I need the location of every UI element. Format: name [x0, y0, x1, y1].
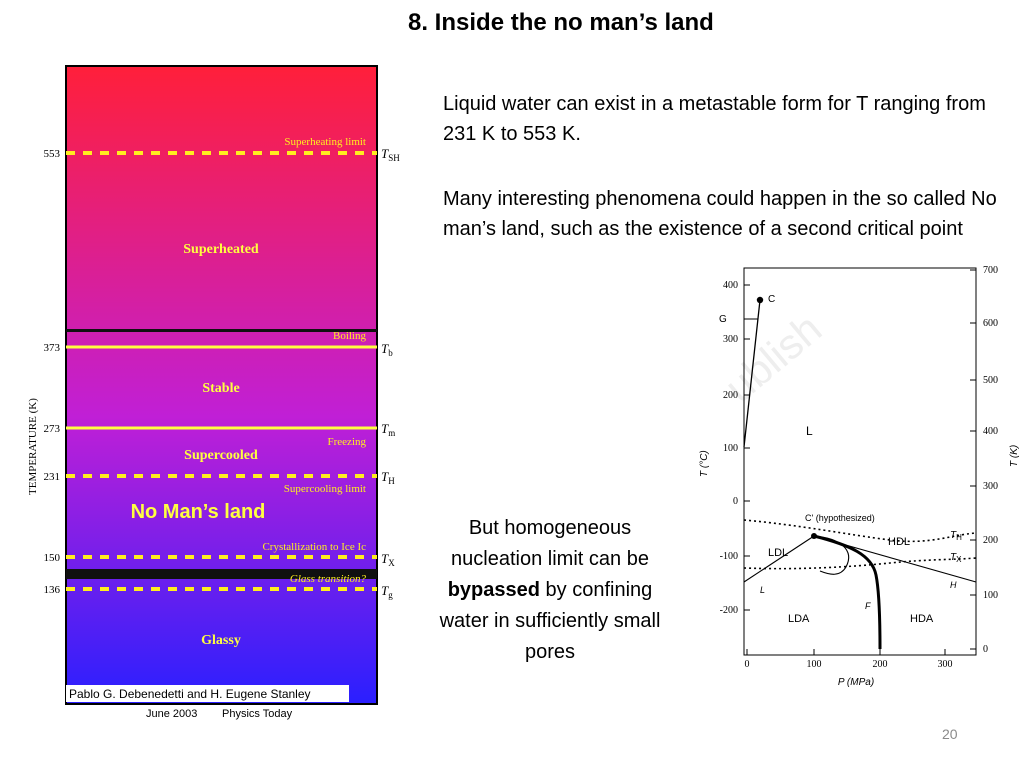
credit-authors: Pablo G. Debenedetti and H. Eugene Stanl… [69, 687, 311, 701]
liquid-vapor-line [743, 299, 761, 448]
symbol-tsh: TSH [381, 146, 400, 163]
tick-k-400: 400 [983, 426, 998, 437]
freezing-label: Freezing [328, 436, 367, 448]
tick-p-300: 300 [938, 659, 953, 670]
tick-553: 553 [44, 148, 61, 160]
tick-c-0: 0 [733, 496, 738, 507]
tick-c-minus100: -100 [720, 551, 738, 562]
tick-k-200: 200 [983, 535, 998, 546]
critical-point-c [756, 296, 764, 304]
region-supercooled: Supercooled [184, 448, 258, 463]
bypass-text-before: But homogeneous nucleation limit can be [451, 517, 649, 570]
left-axis-ticks: 400 300 200 100 0 -100 -200 [720, 280, 750, 616]
tick-c-400: 400 [723, 280, 738, 291]
tick-p-100: 100 [807, 659, 822, 670]
region-glassy: Glassy [201, 633, 241, 648]
bypass-text-after: by confining water in sufficiently small… [439, 579, 661, 663]
page-number: 20 [942, 726, 958, 742]
temperature-column [65, 65, 378, 705]
curve-f [813, 534, 882, 650]
no-mans-land-label: No Man’s land [131, 501, 266, 523]
right-axis-label: T (K) [1009, 445, 1020, 467]
point-c-label: C [768, 294, 775, 305]
tick-p-200: 200 [873, 659, 888, 670]
boiling-label: Boiling [333, 330, 367, 342]
tick-c-200: 200 [723, 390, 738, 401]
bypass-note: But homogeneous nucleation limit can be … [435, 513, 665, 668]
tick-k-0: 0 [983, 644, 988, 655]
region-ldl: LDL [768, 547, 788, 559]
temperature-domains-diagram: TEMPERATURE (K) Boiling Superheating lim… [27, 65, 400, 720]
curve-h-label: H [950, 580, 957, 590]
tick-231: 231 [44, 471, 61, 483]
second-critical-point [811, 533, 817, 539]
supercooling-label: Supercooling limit [284, 483, 366, 495]
water-phase-diagram: ublish 400 300 200 100 0 -100 -200 700 6… [699, 265, 1020, 688]
tick-373: 373 [44, 342, 61, 354]
symbol-tx: TX [381, 551, 395, 568]
tick-273: 273 [44, 423, 61, 435]
tick-k-700: 700 [983, 265, 998, 276]
paragraph-metastable: Liquid water can exist in a metastable f… [443, 93, 986, 145]
superheating-label: Superheating limit [284, 136, 366, 148]
credit-box [66, 685, 349, 702]
region-superheated: Superheated [183, 242, 259, 257]
tick-c-300: 300 [723, 334, 738, 345]
tx-curve [743, 557, 977, 570]
curve-l-label: L [760, 585, 765, 595]
bottom-axis-ticks: 0 100 200 300 [745, 649, 953, 670]
right-axis-ticks: 700 600 500 400 300 200 100 0 [970, 265, 998, 655]
symbol-th: TH [381, 469, 395, 486]
bypass-bold-word: bypassed [447, 579, 540, 601]
boiling-band [66, 329, 377, 332]
point-g-label: G [719, 314, 727, 325]
tick-136: 136 [44, 584, 61, 596]
symbol-tm: Tm [381, 421, 395, 438]
region-hdl: HDL [888, 536, 910, 548]
paragraph-phenomena: Many interesting phenomena could happen … [443, 188, 997, 240]
tick-k-500: 500 [983, 375, 998, 386]
credit-journal: Physics Today [222, 708, 293, 720]
credit-date: June 2003 [146, 708, 197, 720]
glass-transition-band [66, 569, 377, 579]
curve-f-label: F [865, 601, 871, 611]
tick-k-600: 600 [983, 318, 998, 329]
tick-p-0: 0 [745, 659, 750, 670]
th-curve [743, 519, 977, 543]
region-hda: HDA [910, 613, 934, 625]
symbol-tg: Tg [381, 583, 393, 600]
symbol-tb: Tb [381, 341, 393, 358]
tick-k-300: 300 [983, 481, 998, 492]
tick-k-100: 100 [983, 590, 998, 601]
region-stable: Stable [202, 381, 239, 396]
tx-label: TX [950, 552, 962, 564]
plot-frame [743, 267, 977, 656]
glass-transition-label: Glass transition? [290, 573, 367, 585]
tick-150: 150 [44, 552, 61, 564]
region-lda: LDA [788, 613, 810, 625]
bottom-axis-label: P (MPa) [838, 677, 874, 688]
th-label: TH [950, 530, 962, 542]
cprime-label: C' (hypothesized) [805, 513, 875, 523]
region-l: L [806, 424, 813, 438]
crystallization-label: Crystallization to Ice Ic [262, 541, 366, 553]
slide-title: 8. Inside the no man’s land [408, 9, 714, 36]
tick-c-100: 100 [723, 443, 738, 454]
y-axis-label: TEMPERATURE (K) [27, 398, 39, 495]
tick-c-minus200: -200 [720, 605, 738, 616]
curve-l [743, 535, 815, 583]
left-axis-label: T (°C) [699, 450, 710, 477]
